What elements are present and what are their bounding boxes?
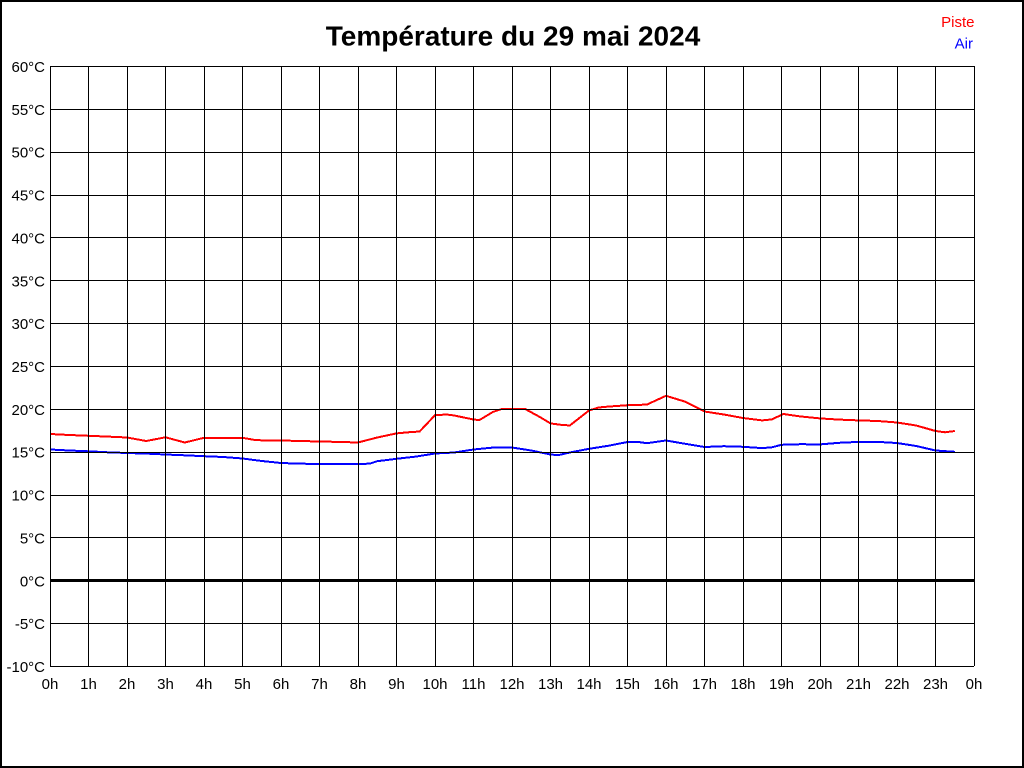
- svg-text:12h: 12h: [499, 676, 524, 693]
- svg-text:3h: 3h: [157, 676, 174, 693]
- svg-text:20°C: 20°C: [11, 402, 45, 419]
- svg-text:10h: 10h: [422, 676, 447, 693]
- svg-text:0h: 0h: [42, 676, 59, 693]
- svg-text:45°C: 45°C: [11, 188, 45, 205]
- svg-text:13h: 13h: [538, 676, 563, 693]
- svg-text:20h: 20h: [807, 676, 832, 693]
- svg-text:22h: 22h: [884, 676, 909, 693]
- svg-text:16h: 16h: [653, 676, 678, 693]
- svg-text:1h: 1h: [80, 676, 97, 693]
- svg-text:0°C: 0°C: [20, 573, 45, 590]
- svg-text:6h: 6h: [273, 676, 290, 693]
- svg-text:40°C: 40°C: [11, 230, 45, 247]
- svg-text:17h: 17h: [692, 676, 717, 693]
- svg-text:15°C: 15°C: [11, 445, 45, 462]
- svg-text:35°C: 35°C: [11, 273, 45, 290]
- svg-text:21h: 21h: [846, 676, 871, 693]
- svg-text:Piste: Piste: [941, 14, 974, 31]
- svg-text:2h: 2h: [119, 676, 136, 693]
- svg-text:14h: 14h: [576, 676, 601, 693]
- svg-text:0h: 0h: [966, 676, 983, 693]
- svg-text:10°C: 10°C: [11, 488, 45, 505]
- svg-text:7h: 7h: [311, 676, 328, 693]
- svg-text:18h: 18h: [730, 676, 755, 693]
- svg-text:30°C: 30°C: [11, 316, 45, 333]
- svg-text:11h: 11h: [462, 676, 486, 693]
- svg-text:55°C: 55°C: [11, 102, 45, 119]
- svg-text:8h: 8h: [350, 676, 367, 693]
- svg-text:15h: 15h: [615, 676, 640, 693]
- svg-text:9h: 9h: [388, 676, 405, 693]
- svg-text:5°C: 5°C: [20, 530, 45, 547]
- svg-text:5h: 5h: [234, 676, 251, 693]
- svg-text:-10°C: -10°C: [6, 659, 45, 676]
- svg-text:50°C: 50°C: [11, 145, 45, 162]
- svg-text:4h: 4h: [196, 676, 213, 693]
- svg-text:25°C: 25°C: [11, 359, 45, 376]
- svg-text:Air: Air: [955, 36, 973, 53]
- svg-text:Température du 29 mai 2024: Température du 29 mai 2024: [326, 21, 701, 52]
- svg-text:23h: 23h: [923, 676, 948, 693]
- svg-text:19h: 19h: [769, 676, 794, 693]
- svg-text:-5°C: -5°C: [15, 616, 45, 633]
- svg-text:60°C: 60°C: [11, 59, 45, 76]
